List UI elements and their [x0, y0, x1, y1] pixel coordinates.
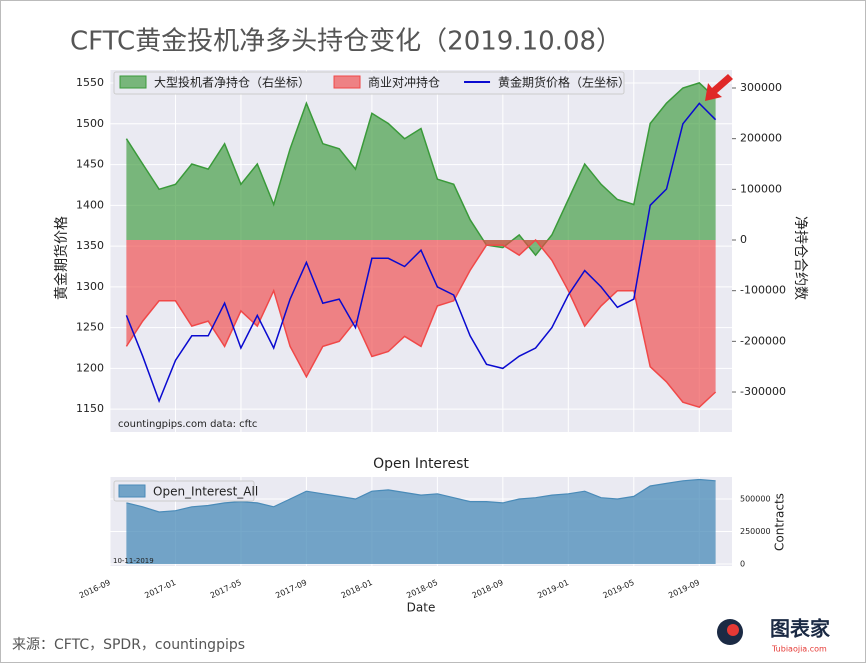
y-tick-label: 1550: [76, 76, 104, 89]
legend-box: [113, 480, 255, 502]
y-tick-label: 1450: [76, 158, 104, 171]
area-fill: [126, 479, 716, 565]
legend-swatch: [118, 484, 146, 498]
legend-label: Open_Interest_All: [153, 485, 258, 499]
note: 10-11-2019: [113, 557, 154, 565]
y-tick-label: 1350: [76, 239, 104, 252]
price-line: [125, 102, 717, 404]
y-tick-label: 1200: [76, 361, 104, 374]
y2-tick-label: 200000: [740, 132, 782, 145]
y2-tick-label: 300000: [740, 81, 782, 94]
y-tick-label: 1150: [76, 402, 104, 415]
y2-tick-label: -300000: [740, 385, 786, 398]
logo-site: Tubiaojia.com: [771, 645, 827, 654]
note: countingpips.com data: cftc: [118, 419, 257, 430]
chart-title: Open Interest: [373, 456, 469, 472]
legend-label: 商业对冲持仓: [368, 75, 440, 90]
y-tick-label: 250000: [740, 527, 771, 536]
y2-tick-label: 0: [740, 233, 747, 246]
y-tick-label: 1250: [76, 321, 104, 334]
logo-icon: [727, 624, 739, 636]
legend-swatch: [119, 75, 147, 89]
y-tick-label: 500000: [740, 494, 771, 503]
logo-name: 图表家: [770, 617, 831, 641]
area-fill: [126, 240, 716, 408]
y2-tick-label: -100000: [740, 284, 786, 297]
page-title: CFTC黄金投机净多头持仓变化（2019.10.08）: [70, 27, 622, 57]
x-axis-label: Date: [407, 601, 436, 615]
y-tick-label: 1300: [76, 280, 104, 293]
y2-tick-label: 100000: [740, 182, 782, 195]
y-axis-label: 黄金期货价格: [53, 216, 70, 300]
y-axis-label: Contracts: [773, 493, 787, 551]
y-tick-label: 1500: [76, 117, 104, 130]
area-line: [126, 478, 716, 513]
legend-swatch: [333, 75, 361, 89]
area-fill: [126, 82, 716, 256]
y2-axis-label: 净持仓合约数: [792, 216, 808, 300]
legend-label: 黄金期货价格（左坐标）: [498, 75, 630, 90]
arrow: [705, 74, 733, 101]
source: 来源：CFTC，SPDR，countingpips: [12, 637, 245, 653]
y-tick-label: 1400: [76, 198, 104, 211]
legend-label: 大型投机者净持仓（右坐标）: [154, 75, 310, 90]
y-tick-label: 0: [740, 560, 745, 569]
y2-tick-label: -200000: [740, 334, 786, 347]
area-line: [125, 238, 717, 409]
chart-layer: 1150 1200 1250 1300 1350 1400 1450 1500 1550 -300…: [53, 70, 808, 615]
area-line: [125, 82, 717, 257]
legend-box: [113, 71, 625, 95]
